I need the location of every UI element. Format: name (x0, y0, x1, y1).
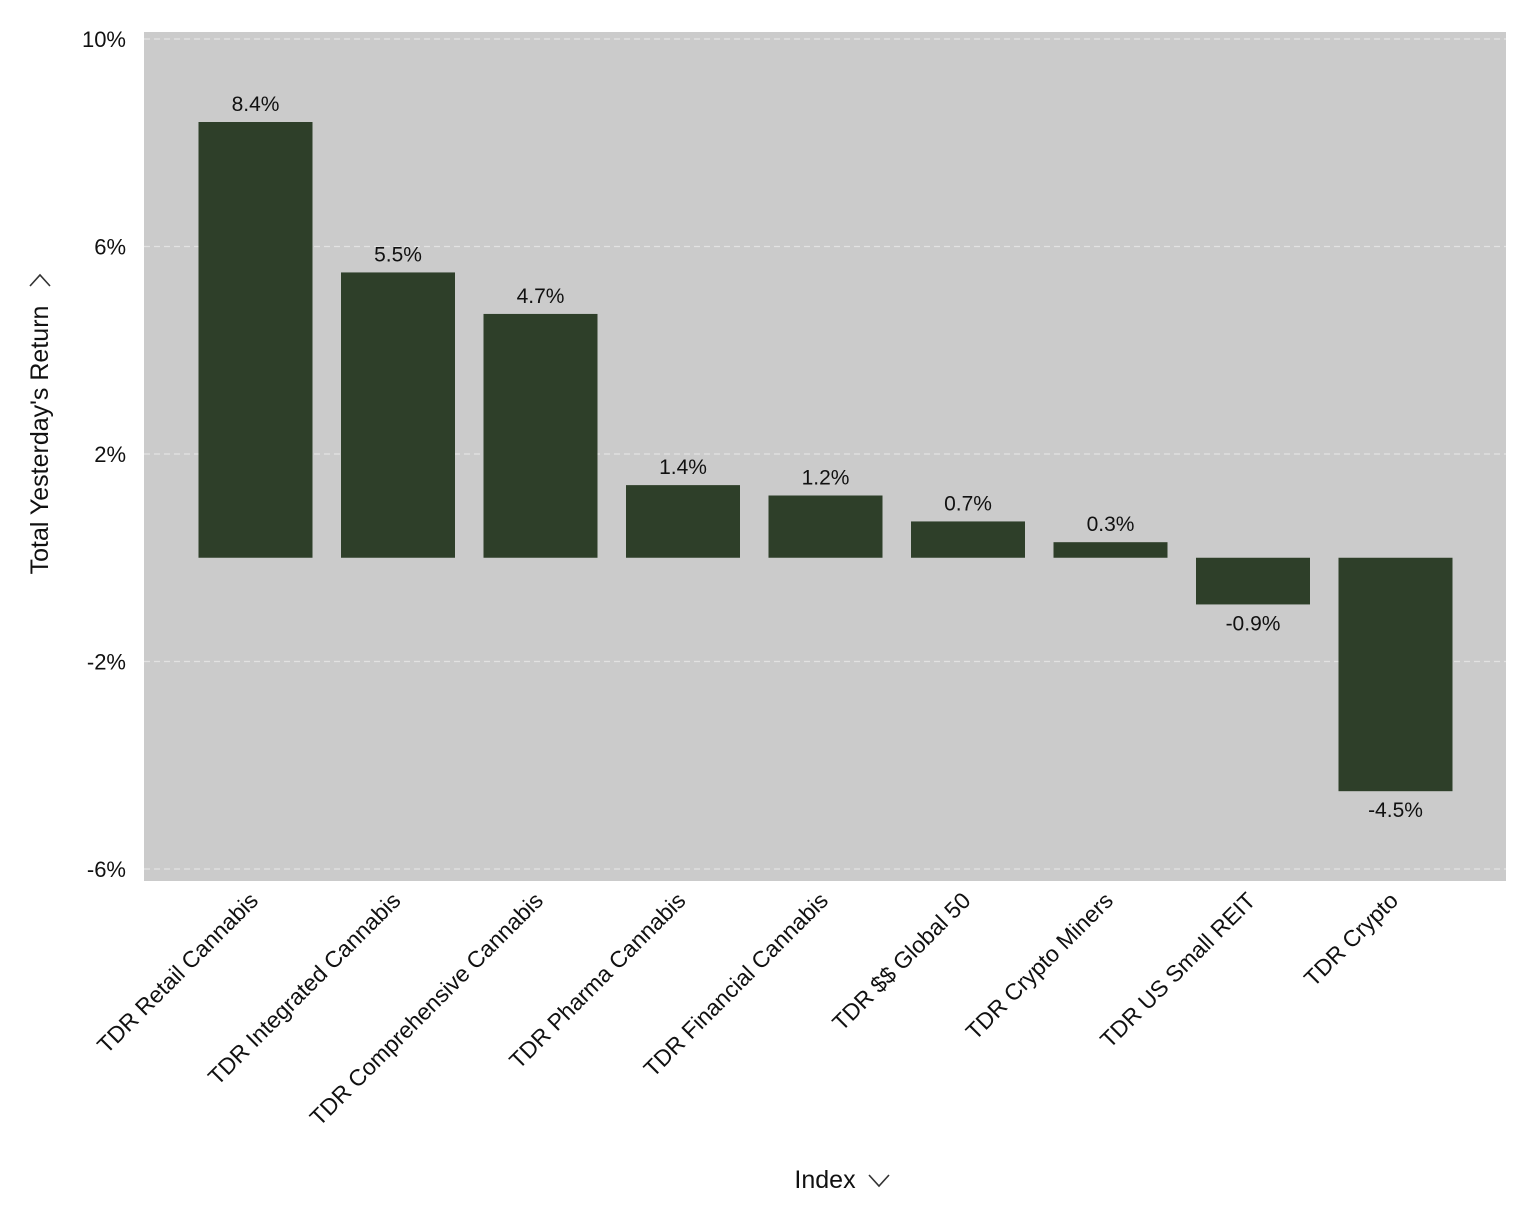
x-tick-label: TDR Crypto Miners (960, 887, 1118, 1045)
bar[interactable] (483, 313, 598, 558)
data-label: 5.5% (374, 243, 422, 266)
bar[interactable] (1196, 557, 1310, 605)
y-axis-ticks: 10% 6% 2% -2% -6% (82, 27, 126, 882)
y-tick-label: 10% (82, 27, 126, 52)
x-axis-title[interactable]: Index (794, 1166, 890, 1194)
bar[interactable] (626, 485, 740, 558)
x-tick-label: TDR US Small REIT (1095, 887, 1261, 1053)
x-tick-label: TDR Comprehensive Cannabis (305, 887, 548, 1130)
bar[interactable] (198, 122, 313, 558)
gridlines (144, 38, 1506, 870)
bars (198, 122, 1453, 792)
data-label: -0.9% (1226, 612, 1281, 635)
data-label: 4.7% (517, 285, 565, 308)
x-axis-title-text: Index (794, 1166, 856, 1194)
data-label: 8.4% (232, 93, 280, 116)
data-label: 0.7% (944, 492, 992, 515)
bar[interactable] (1053, 542, 1168, 558)
bar[interactable] (911, 521, 1025, 558)
bar[interactable] (768, 495, 883, 558)
y-tick-label: 2% (94, 442, 126, 467)
data-label: -4.5% (1368, 799, 1423, 822)
x-tick-label: TDR Retail Cannabis (92, 887, 263, 1058)
x-tick-label: TDR Crypto (1299, 887, 1403, 991)
y-tick-label: -2% (87, 650, 126, 675)
bar[interactable] (1338, 557, 1453, 792)
chevron-down-icon[interactable] (29, 273, 51, 287)
y-axis-title-text: Total Yesterday's Return (26, 306, 54, 575)
chevron-down-icon[interactable] (868, 1174, 890, 1188)
bar[interactable] (341, 272, 455, 558)
x-tick-label: TDR $$ Global 50 (827, 887, 976, 1036)
y-tick-label: -6% (87, 857, 126, 882)
data-label: 0.3% (1087, 513, 1135, 536)
y-tick-label: 6% (94, 235, 126, 260)
data-label: 1.2% (802, 467, 850, 490)
y-axis-title[interactable]: Total Yesterday's Return (26, 273, 54, 575)
data-labels: 8.4% 5.5% 4.7% 1.4% 1.2% 0.7% 0.3% -0.9% -4.5% (232, 93, 1423, 822)
data-label: 1.4% (659, 456, 707, 479)
